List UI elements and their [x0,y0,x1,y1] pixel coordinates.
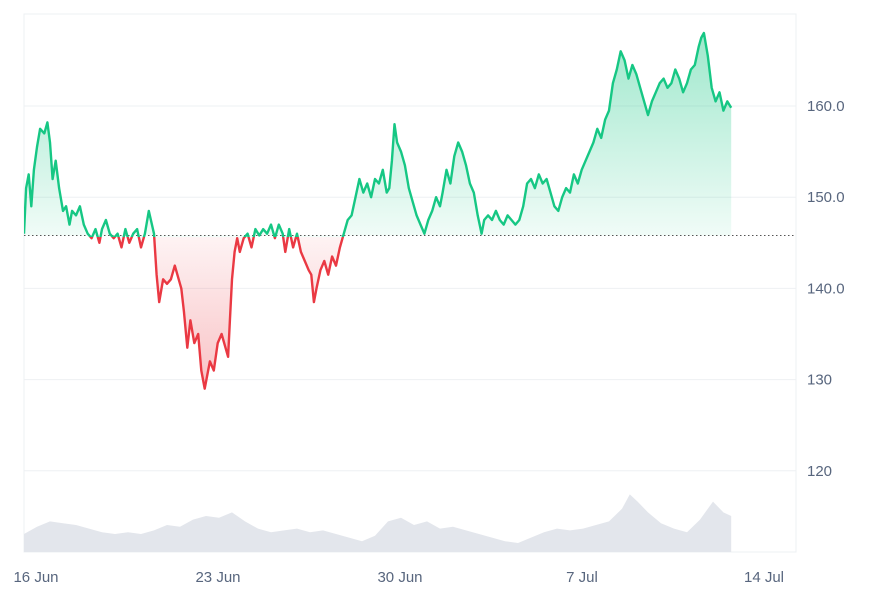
x-tick-label-3: 7 Jul [566,569,598,586]
x-tick-label-1: 23 Jun [195,569,240,586]
price-line-up [24,31,733,237]
area-above-baseline [24,33,732,237]
y-tick-label-4: 120 [807,463,832,480]
x-tick-label-2: 30 Jun [377,569,422,586]
area-below-baseline [90,237,343,389]
y-tick-label-2: 140.0 [807,280,845,297]
y-tick-label-0: 160.0 [807,98,845,115]
x-tick-layer: 16 Jun 23 Jun 30 Jun 7 Jul 14 Jul [13,569,784,586]
volume-layer [24,494,732,552]
volume-area [24,494,732,552]
y-tick-label-1: 150.0 [807,189,845,206]
line-layer [24,31,733,390]
area-layer [24,33,732,389]
y-tick-layer: 160.0 150.0 140.0 130 120 [807,98,845,480]
y-tick-label-3: 130 [807,372,832,389]
x-tick-label-4: 14 Jul [744,569,784,586]
x-tick-label-0: 16 Jun [13,569,58,586]
